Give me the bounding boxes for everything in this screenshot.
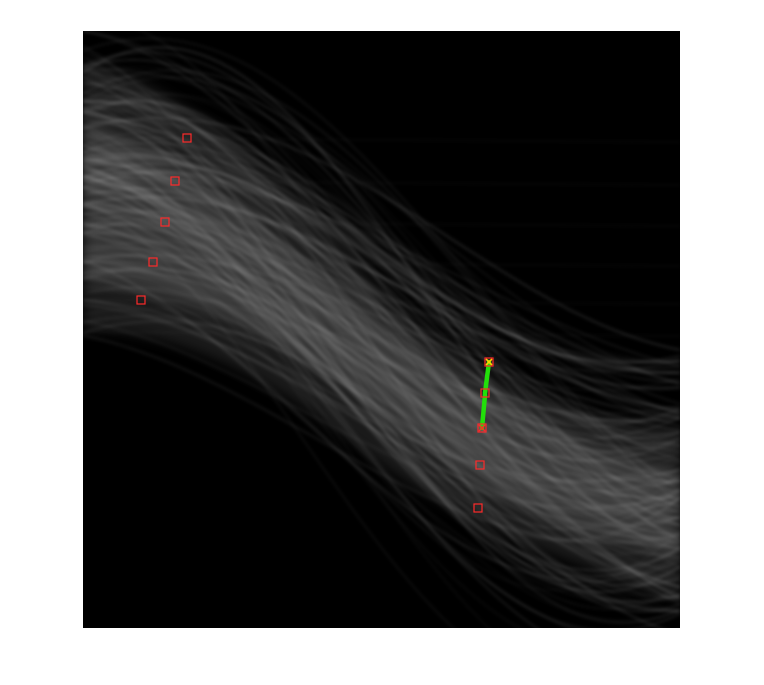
sinusoid-curve [83,49,680,494]
sinusoid-curve [83,93,680,568]
sinusoid-curve [83,101,680,613]
peak-marker [475,460,485,470]
sinusoid-curve [83,104,680,615]
sinusoid-curve [83,98,680,511]
sinusoid-curve [83,303,680,549]
sinusoid-curve [83,100,680,364]
sinusoid-curve [83,262,680,482]
sinusoid-curve [83,51,680,507]
sinusoid-curve [83,229,680,514]
peak-marker [484,357,494,367]
accumulator-streak [83,180,680,186]
sinusoid-curve [83,124,680,415]
sinusoid-curve [83,186,680,628]
sinusoid-curve [83,190,680,455]
sinusoid-curve [83,98,680,447]
sinusoid-curve [83,200,455,628]
sinusoid-curves [83,31,680,628]
sinusoid-curve [83,259,680,583]
peak-marker [480,388,490,398]
sinusoid-curve [83,252,680,457]
sinusoid-curve [83,46,680,550]
left-peak-group [136,133,192,305]
sinusoid-curve [83,172,680,384]
sinusoid-curve [83,205,680,463]
sinusoid-curve [83,188,680,567]
peak-marker [473,503,483,513]
sinusoid-curve [83,69,680,385]
peak-marker [160,217,170,227]
sinusoid-curve [83,72,680,445]
sinusoid-curve [83,133,680,521]
peak-marker [170,176,180,186]
sinusoid-curve [83,76,680,508]
sinusoid-curve [83,144,680,578]
peak-marker [148,257,158,267]
highlight-segment [479,392,488,431]
right-peak-group [473,357,494,513]
sinusoid-curve [83,231,680,545]
sinusoid-curve [83,200,490,628]
sinusoid-curve [83,187,680,508]
sinusoid-curve [83,66,680,497]
accumulator-streak [83,331,680,337]
peak-marker [477,423,487,433]
sinusoid-curve [83,298,680,483]
sinusoid-curve [83,70,680,456]
sinusoid-curve [83,177,680,605]
segment-endpoint-marker [478,424,486,432]
sinusoid-curve [83,69,680,505]
accumulator-streak [83,221,680,227]
sinusoid-curve [83,217,680,588]
peak-marker [182,133,192,143]
sinusoid-curve [83,107,680,374]
sinusoid-curve [83,103,680,599]
sinusoid-curve [83,148,680,370]
highlight-segment [482,359,492,396]
peak-marker [136,295,146,305]
accumulator-streak [83,261,680,267]
sinusoid-curve [83,180,680,499]
sinusoid-curve [83,224,680,483]
sinusoid-curve [83,175,680,483]
sinusoid-curve [83,168,680,603]
sinusoid-curve [83,256,680,478]
accumulator-streak [83,299,680,305]
segment-endpoint-marker [485,358,493,366]
sinusoid-curve [83,242,680,414]
sinusoid-curve [83,254,680,502]
sinusoid-curve [83,315,680,543]
sinusoid-curve [83,176,680,368]
sinusoid-curve [83,153,680,391]
highlighted-line-segments [478,358,493,432]
sinusoid-curve [83,286,680,463]
sinusoid-curve [83,37,680,493]
sinusoid-curve [83,150,680,572]
